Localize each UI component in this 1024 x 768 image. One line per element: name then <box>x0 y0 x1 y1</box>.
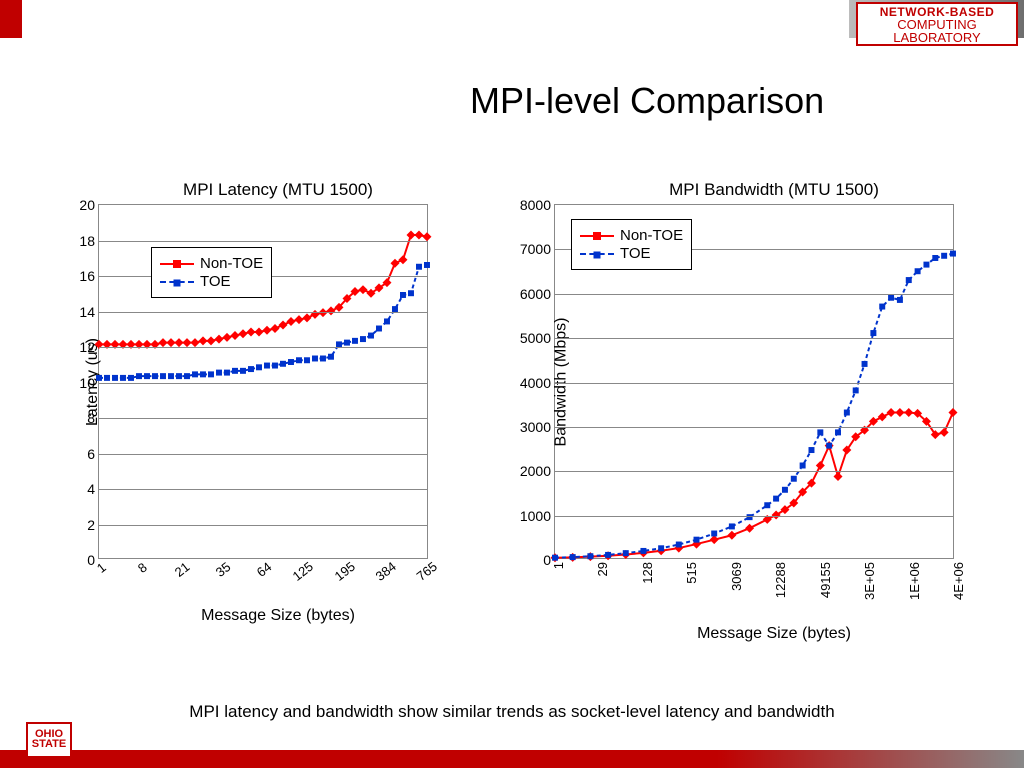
latency-chart-title: MPI Latency (MTU 1500) <box>98 180 458 200</box>
ytick: 8000 <box>520 197 551 213</box>
ytick: 14 <box>79 304 95 320</box>
ytick: 2 <box>87 517 95 533</box>
xtick: 64 <box>254 559 275 580</box>
bandwidth-legend: Non-TOE TOE <box>571 219 692 270</box>
legend-swatch-toe <box>160 281 194 283</box>
latency-xlabel: Message Size (bytes) <box>98 607 458 625</box>
legend-swatch-non-toe <box>160 263 194 265</box>
ytick: 0 <box>87 552 95 568</box>
ytick: 18 <box>79 233 95 249</box>
xtick: 1 <box>551 562 566 569</box>
xtick: 3069 <box>729 562 744 591</box>
legend-label-toe: TOE <box>620 245 651 262</box>
legend-label-non-toe: Non-TOE <box>620 227 683 244</box>
latency-plot-area: Latency (us) Non-TOE TOE 024681012141618… <box>98 204 428 559</box>
xtick: 35 <box>212 559 233 580</box>
legend-row-toe: TOE <box>580 245 683 262</box>
latency-chart: MPI Latency (MTU 1500) Latency (us) Non-… <box>98 180 458 625</box>
ytick: 16 <box>79 268 95 284</box>
ytick: 6000 <box>520 286 551 302</box>
ncl-logo-line3: LABORATORY <box>862 31 1012 44</box>
legend-row-toe: TOE <box>160 273 263 290</box>
xtick: 12288 <box>773 562 788 598</box>
ytick: 7000 <box>520 241 551 257</box>
xtick: 49155 <box>818 562 833 598</box>
legend-label-non-toe: Non-TOE <box>200 255 263 272</box>
xtick: 195 <box>331 559 357 584</box>
xtick: 515 <box>684 562 699 584</box>
ytick: 4000 <box>520 375 551 391</box>
ohio-state-logo: OHIO STATE <box>26 722 72 758</box>
bottom-bar <box>0 750 1024 768</box>
xtick: 3E+05 <box>862 562 877 600</box>
xtick: 1 <box>94 560 109 576</box>
ytick: 12 <box>79 339 95 355</box>
ytick: 1000 <box>520 508 551 524</box>
ncl-logo: NETWORK-BASED COMPUTING LABORATORY <box>856 2 1018 46</box>
ohio-logo-line2: STATE <box>32 740 66 750</box>
xtick: 384 <box>372 559 398 584</box>
xtick: 765 <box>414 559 440 584</box>
xtick: 8 <box>135 560 150 576</box>
legend-row-non-toe: Non-TOE <box>580 227 683 244</box>
legend-label-toe: TOE <box>200 273 231 290</box>
ytick: 10 <box>79 375 95 391</box>
bandwidth-chart: MPI Bandwidth (MTU 1500) Bandwidth (Mbps… <box>554 180 994 643</box>
xtick: 21 <box>171 559 192 580</box>
xtick: 4E+06 <box>951 562 966 600</box>
ytick: 2000 <box>520 463 551 479</box>
ytick: 0 <box>543 552 551 568</box>
xtick: 29 <box>595 562 610 576</box>
bandwidth-xlabel: Message Size (bytes) <box>554 625 994 643</box>
legend-swatch-non-toe <box>580 235 614 237</box>
ytick: 8 <box>87 410 95 426</box>
xtick: 1E+06 <box>907 562 922 600</box>
bandwidth-plot-area: Bandwidth (Mbps) Non-TOE TOE 01000200030… <box>554 204 954 559</box>
latency-legend: Non-TOE TOE <box>151 247 272 298</box>
ytick: 6 <box>87 446 95 462</box>
ytick: 3000 <box>520 419 551 435</box>
ytick: 5000 <box>520 330 551 346</box>
ytick: 20 <box>79 197 95 213</box>
top-bar-red-accent <box>0 0 22 38</box>
xtick: 125 <box>290 559 316 584</box>
ytick: 4 <box>87 481 95 497</box>
bandwidth-chart-title: MPI Bandwidth (MTU 1500) <box>554 180 994 200</box>
caption: MPI latency and bandwidth show similar t… <box>0 702 1024 722</box>
slide-title: MPI-level Comparison <box>470 80 824 122</box>
legend-swatch-toe <box>580 253 614 255</box>
legend-row-non-toe: Non-TOE <box>160 255 263 272</box>
xtick: 128 <box>640 562 655 584</box>
